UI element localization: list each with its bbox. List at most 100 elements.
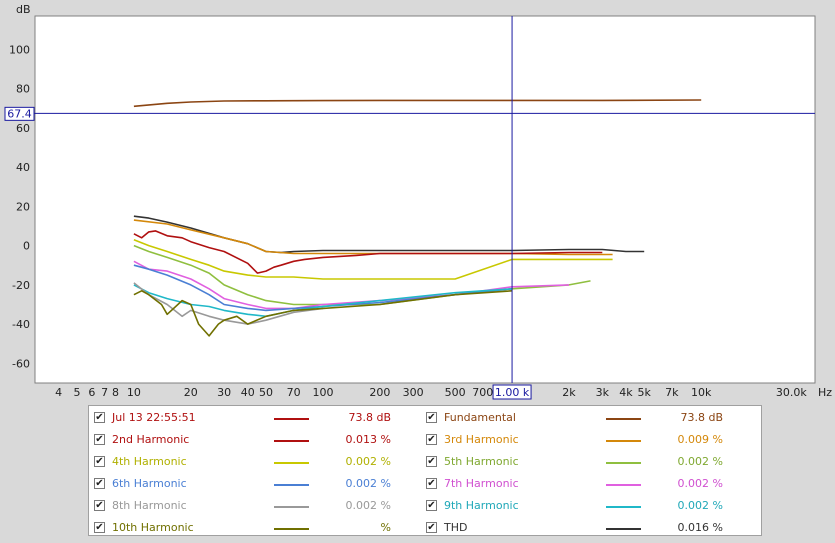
legend-swatch (274, 528, 309, 530)
cursor-x-box (492, 384, 532, 400)
x-tick-label: 300 (403, 386, 424, 399)
legend-item-value: 0.013 % (345, 433, 391, 446)
y-tick-label: 40 (16, 161, 30, 174)
x-tick-label: 50 (259, 386, 273, 399)
x-tick-label: 70 (287, 386, 301, 399)
x-axis-unit: Hz (818, 386, 832, 399)
legend-checkbox[interactable]: ✔ (426, 434, 437, 445)
legend-swatch (606, 440, 641, 442)
legend-checkbox[interactable]: ✔ (426, 478, 437, 489)
x-tick-label: 10k (691, 386, 712, 399)
y-tick-label: 0 (23, 240, 30, 253)
x-tick-label: 4 (55, 386, 62, 399)
legend-item-name: 8th Harmonic (112, 499, 187, 512)
series-thd (133, 215, 645, 254)
legend-item-value: 0.009 % (677, 433, 723, 446)
legend-item: ✔ 4th Harmonic 0.002 % (94, 453, 419, 471)
legend-item-name: Jul 13 22:55:51 (112, 411, 196, 424)
legend-swatch (606, 528, 641, 530)
legend-item-value: 0.002 % (345, 499, 391, 512)
x-tick-label: 6 (88, 386, 95, 399)
series-8th-harmonic (133, 282, 324, 325)
legend-item-value: % (380, 521, 391, 534)
x-tick-label: 100 (312, 386, 333, 399)
legend-item: ✔ Jul 13 22:55:51 73.8 dB (94, 409, 419, 427)
plot-border (34, 15, 816, 384)
legend-checkbox[interactable]: ✔ (426, 412, 437, 423)
legend-item: ✔ 6th Harmonic 0.002 % (94, 475, 419, 493)
legend-item: ✔ 9th Harmonic 0.002 % (426, 497, 751, 515)
legend-checkbox[interactable]: ✔ (94, 434, 105, 445)
y-tick-label: 20 (16, 200, 30, 213)
legend-item: ✔ 7th Harmonic 0.002 % (426, 475, 751, 493)
legend-item-value: 0.002 % (345, 477, 391, 490)
legend-checkbox[interactable]: ✔ (426, 500, 437, 511)
x-tick-label: 3k (596, 386, 610, 399)
legend-item: ✔ 8th Harmonic 0.002 % (94, 497, 419, 515)
legend-item: ✔ 10th Harmonic% (94, 519, 419, 537)
legend-item-name: 5th Harmonic (444, 455, 519, 468)
plot-area (35, 16, 815, 383)
x-tick-label: 40 (241, 386, 255, 399)
legend-item: ✔ Fundamental 73.8 dB (426, 409, 751, 427)
x-tick-label: 20 (184, 386, 198, 399)
legend-checkbox[interactable]: ✔ (94, 456, 105, 467)
y-tick-label: 80 (16, 83, 30, 96)
y-tick-label: 100 (9, 43, 30, 56)
legend-checkbox[interactable]: ✔ (94, 522, 105, 533)
x-tick-label: 700 (472, 386, 493, 399)
legend-checkbox[interactable]: ✔ (94, 500, 105, 511)
legend-swatch (606, 506, 641, 508)
legend-item-name: THD (444, 521, 468, 534)
legend-checkbox[interactable]: ✔ (94, 412, 105, 423)
x-tick-label: 10 (127, 386, 141, 399)
legend-item: ✔ 3rd Harmonic 0.009 % (426, 431, 751, 449)
series-fundamental (133, 99, 702, 108)
legend-swatch (274, 440, 309, 442)
y-tick-label: 60 (16, 122, 30, 135)
y-tick-label: -40 (12, 318, 30, 331)
legend-item-name: 4th Harmonic (112, 455, 187, 468)
x-tick-label: 7 (101, 386, 108, 399)
cursor-y-box (4, 106, 35, 121)
plot-frame (34, 15, 816, 384)
y-tick-label: -60 (12, 357, 30, 370)
y-tick-label: -20 (12, 279, 30, 292)
series-9th-harmonic (133, 284, 513, 318)
legend-item-value: 0.002 % (677, 499, 723, 512)
legend-checkbox[interactable]: ✔ (94, 478, 105, 489)
legend-item-value: 0.002 % (677, 477, 723, 490)
legend-panel: ✔ Jul 13 22:55:51 73.8 dB ✔ Fundamental 73.8 … (88, 405, 762, 536)
legend-item-value: 0.002 % (677, 455, 723, 468)
legend-item-value: 0.016 % (677, 521, 723, 534)
legend-item-name: 10th Harmonic (112, 521, 194, 534)
legend-swatch (274, 418, 309, 420)
legend-checkbox[interactable]: ✔ (426, 456, 437, 467)
x-tick-label: 4k (619, 386, 633, 399)
x-tick-label: 500 (445, 386, 466, 399)
legend-checkbox[interactable]: ✔ (426, 522, 437, 533)
series-3rd-harmonic (133, 219, 613, 256)
legend-item-name: 9th Harmonic (444, 499, 519, 512)
legend-item: ✔ THD 0.016 % (426, 519, 751, 537)
x-tick-label: 200 (369, 386, 390, 399)
legend-item-value: 0.002 % (345, 455, 391, 468)
cursor[interactable]: 67.4 1.00 k (4, 16, 815, 400)
series-2nd-harmonic (133, 230, 603, 274)
cursor-y-label: 67.4 (7, 107, 32, 120)
x-tick-label: 5 (73, 386, 80, 399)
legend-swatch (606, 418, 641, 420)
series-6th-harmonic (133, 264, 513, 312)
legend-item: ✔ 2nd Harmonic 0.013 % (94, 431, 419, 449)
legend-swatch (274, 462, 309, 464)
legend-item-name: 2nd Harmonic (112, 433, 190, 446)
series-4th-harmonic (133, 238, 613, 280)
series-lines (133, 99, 702, 337)
x-tick-label: 30.0k (776, 386, 807, 399)
legend-item-name: Fundamental (444, 411, 516, 424)
legend-item: ✔ 5th Harmonic 0.002 % (426, 453, 751, 471)
legend-swatch (606, 484, 641, 486)
x-tick-label: 30 (217, 386, 231, 399)
